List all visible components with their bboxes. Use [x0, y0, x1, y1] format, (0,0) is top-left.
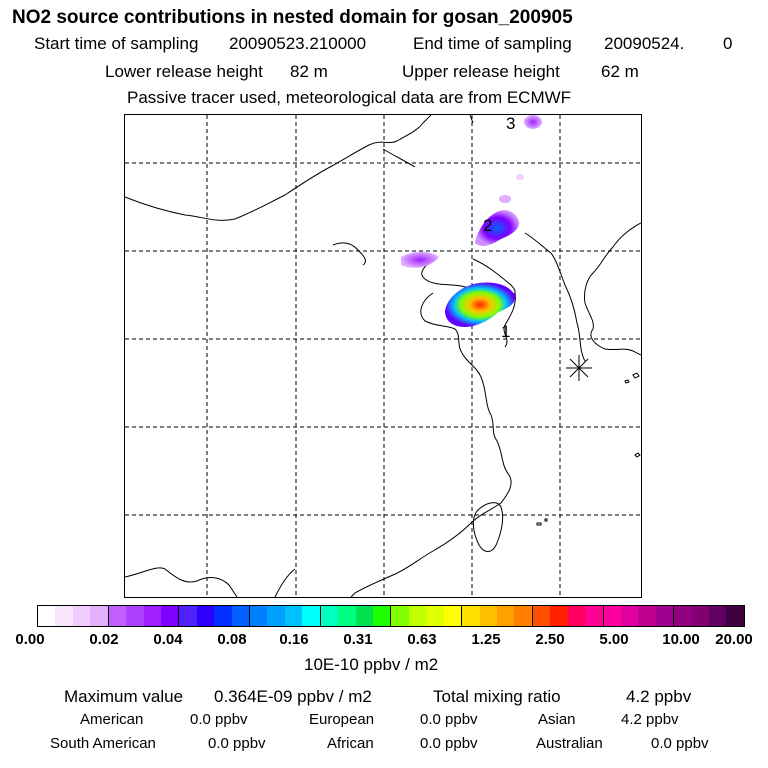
- colorbar-segment: [585, 606, 603, 626]
- colorbar-segment: [514, 606, 532, 626]
- colorbar-segment: [638, 606, 656, 626]
- colorbar-units: 10E-10 ppbv / m2: [304, 655, 439, 674]
- colorbar-segment: [231, 606, 250, 626]
- upper-height-label: Upper release height: [402, 62, 560, 81]
- colorbar-tick-7: 1.25: [471, 631, 501, 648]
- colorbar-segment: [655, 606, 674, 626]
- colorbar-segment: [143, 606, 161, 626]
- region-name-american: American: [80, 711, 144, 728]
- region-name-south-american: South American: [50, 735, 156, 752]
- start-time-value: 20090523.210000: [229, 34, 367, 53]
- colorbar-segment: [338, 606, 356, 626]
- colorbar-tick-3: 0.08: [217, 631, 247, 648]
- colorbar-segment: [319, 606, 339, 626]
- colorbar-tick-9: 5.00: [599, 631, 629, 648]
- colorbar-tick-1: 0.02: [89, 631, 119, 648]
- source-label-3: 3: [506, 115, 515, 133]
- colorbar-segment: [196, 606, 215, 626]
- colorbar-segment: [426, 606, 444, 626]
- colorbar-segment: [602, 606, 621, 626]
- end-time-value: 20090524.: [604, 34, 685, 53]
- page-title: NO2 source contributions in nested domai…: [12, 7, 573, 28]
- colorbar-segment: [249, 606, 268, 626]
- colorbar-segment: [620, 606, 639, 626]
- max-value-label: Maximum value: [64, 687, 184, 706]
- colorbar-tick-5: 0.31: [343, 631, 373, 648]
- colorbar-segment: [443, 606, 462, 626]
- colorbar-tick-11: 20.00: [715, 631, 753, 648]
- islands: [536, 372, 641, 526]
- colorbar-segment: [38, 606, 56, 626]
- coastlines: [125, 115, 641, 597]
- source-label-2: 2: [483, 216, 492, 235]
- colorbar: [37, 605, 745, 627]
- map-grid: [125, 115, 641, 597]
- colorbar-segment: [214, 606, 232, 626]
- colorbar-segment: [461, 606, 480, 626]
- colorbar-segment: [709, 606, 727, 626]
- plume-source-2-fringe: [499, 195, 511, 203]
- asterisk-icon: [566, 355, 592, 381]
- plume-source-2: [475, 210, 520, 246]
- max-value: 0.364E-09 ppbv / m2: [214, 687, 372, 706]
- colorbar-segment: [726, 606, 744, 626]
- region-value-australian: 0.0 ppbv: [651, 735, 709, 752]
- plume-west: [401, 251, 439, 268]
- lower-height-value: 82 m: [290, 62, 328, 81]
- plume-source-3: [524, 115, 542, 129]
- total-mixing-label: Total mixing ratio: [433, 687, 561, 706]
- colorbar-segment: [72, 606, 91, 626]
- map-svg: 1 2 3: [125, 115, 641, 597]
- colorbar-segment: [302, 606, 320, 626]
- colorbar-segment: [90, 606, 108, 626]
- source-labels: 1 2 3: [483, 115, 515, 341]
- colorbar-segment: [531, 606, 551, 626]
- lower-height-label: Lower release height: [105, 62, 263, 81]
- colorbar-segment: [408, 606, 427, 626]
- end-time-label: End time of sampling: [413, 34, 572, 53]
- start-time-label: Start time of sampling: [34, 34, 199, 53]
- colorbar-segment: [479, 606, 497, 626]
- plume-faint: [516, 174, 524, 180]
- colorbar-segment: [496, 606, 515, 626]
- colorbar-segment: [267, 606, 285, 626]
- plume-source-1: [445, 282, 516, 327]
- region-name-african: African: [327, 735, 374, 752]
- colorbar-tick-2: 0.04: [153, 631, 183, 648]
- colorbar-segment: [284, 606, 303, 626]
- colorbar-segment: [390, 606, 409, 626]
- colorbar-segment: [178, 606, 197, 626]
- colorbar-segment: [126, 606, 144, 626]
- colorbar-segment: [107, 606, 127, 626]
- colorbar-segment: [160, 606, 179, 626]
- colorbar-tick-10: 10.00: [662, 631, 700, 648]
- source-label-1: 1: [501, 322, 510, 341]
- colorbar-segment: [355, 606, 374, 626]
- map-panel: 1 2 3: [124, 114, 642, 598]
- end-time-hour: 0: [723, 34, 733, 53]
- colorbar-segment: [373, 606, 391, 626]
- colorbar-tick-8: 2.50: [535, 631, 565, 648]
- region-name-asian: Asian: [538, 711, 576, 728]
- colorbar-segment: [691, 606, 710, 626]
- tracer-note: Passive tracer used, meteorological data…: [127, 88, 572, 107]
- region-value-european: 0.0 ppbv: [420, 711, 478, 728]
- colorbar-tick-6: 0.63: [407, 631, 437, 648]
- colorbar-tick-4: 0.16: [279, 631, 309, 648]
- colorbar-segment: [567, 606, 586, 626]
- total-mixing-value: 4.2 ppbv: [626, 687, 692, 706]
- colorbar-segment: [55, 606, 73, 626]
- colorbar-tick-0: 0.00: [15, 631, 45, 648]
- region-value-american: 0.0 ppbv: [190, 711, 248, 728]
- region-name-australian: Australian: [536, 735, 603, 752]
- region-name-european: European: [309, 711, 375, 728]
- concentration-plumes: [401, 115, 542, 327]
- colorbar-segment: [673, 606, 692, 626]
- region-value-asian: 4.2 ppbv: [621, 711, 679, 728]
- upper-height-value: 62 m: [601, 62, 639, 81]
- region-value-south-american: 0.0 ppbv: [208, 735, 266, 752]
- region-value-african: 0.0 ppbv: [420, 735, 478, 752]
- colorbar-segment: [550, 606, 568, 626]
